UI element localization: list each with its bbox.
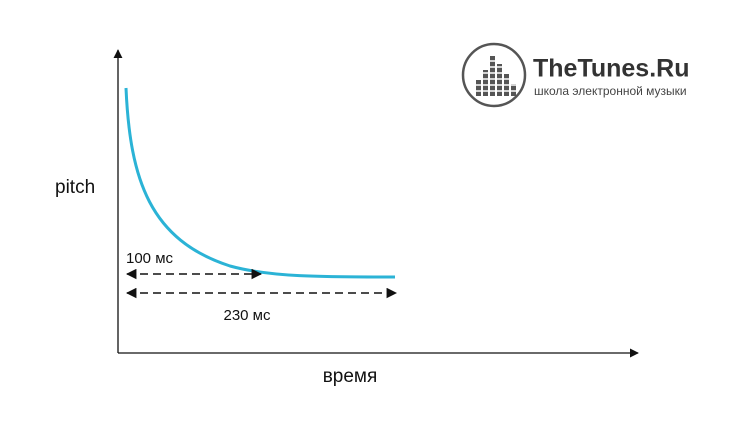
logo-bar <box>497 64 502 96</box>
logo-ring <box>461 42 527 108</box>
logo-bar-gaps <box>474 60 518 92</box>
annotation-label: 230 мс <box>223 307 271 324</box>
logo-bars <box>476 56 516 96</box>
logo-bar <box>511 84 516 96</box>
logo-bar <box>490 56 495 96</box>
logo-tagline: школа электронной музыки <box>534 84 687 98</box>
pitch-curve <box>124 87 396 279</box>
y-axis-label: pitch <box>55 177 95 198</box>
logo-bar <box>483 70 488 96</box>
annotation-label: 100 мс <box>126 250 174 267</box>
logo-name: TheTunes.Ru <box>533 55 689 83</box>
logo: TheTunes.Ru школа электронной музыки <box>461 42 689 108</box>
logo-bar <box>476 80 481 96</box>
x-axis-label: время <box>323 366 378 387</box>
